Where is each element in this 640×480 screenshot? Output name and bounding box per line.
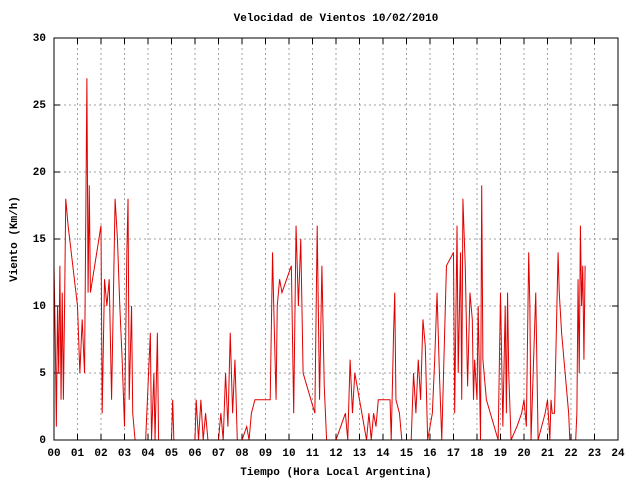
x-tick-label: 20 (517, 448, 530, 460)
y-tick-label: 30 (33, 33, 46, 45)
x-tick-label: 23 (588, 448, 602, 460)
x-tick-label: 14 (376, 448, 390, 460)
x-tick-label: 05 (165, 448, 179, 460)
y-tick-label: 25 (33, 100, 47, 112)
x-tick-label: 24 (611, 448, 625, 460)
x-tick-label: 15 (400, 448, 414, 460)
y-tick-label: 20 (33, 167, 46, 179)
x-tick-label: 17 (447, 448, 460, 460)
x-tick-label: 12 (329, 448, 342, 460)
x-tick-label: 03 (118, 448, 132, 460)
plot-border (53, 37, 619, 441)
y-tick-label: 0 (39, 435, 46, 447)
x-tick-label: 02 (94, 448, 107, 460)
y-axis-label: Viento (Km/h) (9, 196, 21, 282)
x-tick-label: 11 (306, 448, 320, 460)
x-tick-label: 18 (470, 448, 484, 460)
x-tick-label: 07 (212, 448, 225, 460)
x-tick-label: 08 (235, 448, 249, 460)
x-tick-label: 01 (71, 448, 85, 460)
x-tick-label: 09 (259, 448, 272, 460)
x-tick-label: 06 (188, 448, 201, 460)
x-tick-label: 21 (541, 448, 555, 460)
y-tick-label: 10 (33, 301, 46, 313)
x-tick-label: 00 (47, 448, 60, 460)
chart-title: Velocidad de Vientos 10/02/2010 (234, 13, 439, 25)
x-tick-label: 16 (423, 448, 436, 460)
y-tick-label: 5 (39, 368, 46, 380)
x-tick-label: 19 (494, 448, 507, 460)
x-tick-label: 04 (141, 448, 155, 460)
data-line (53, 78, 586, 441)
x-tick-label: 13 (353, 448, 367, 460)
x-tick-label: 10 (282, 448, 295, 460)
x-axis-label: Tiempo (Hora Local Argentina) (240, 467, 431, 479)
y-tick-label: 15 (33, 234, 47, 246)
x-tick-label: 22 (564, 448, 577, 460)
